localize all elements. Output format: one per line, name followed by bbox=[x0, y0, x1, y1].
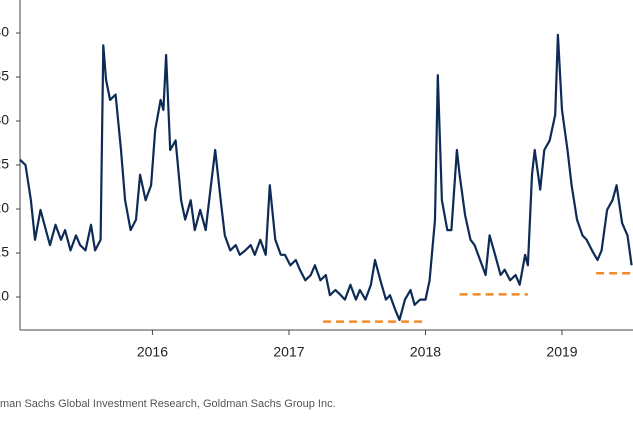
y-tick-label: 15 bbox=[0, 244, 9, 260]
series-line bbox=[19, 33, 633, 321]
x-tick-label: 2016 bbox=[137, 344, 168, 360]
y-tick-label: 10 bbox=[0, 288, 9, 304]
x-tick-label: 2017 bbox=[273, 344, 304, 360]
x-tick-label: 2018 bbox=[410, 344, 441, 360]
y-tick-label: 30 bbox=[0, 112, 9, 128]
source-note: man Sachs Global Investment Research, Go… bbox=[0, 398, 336, 410]
y-tick-label: 25 bbox=[0, 156, 9, 172]
x-tick-label: 2019 bbox=[546, 344, 577, 360]
y-tick-label: 35 bbox=[0, 68, 9, 84]
y-tick-label: 20 bbox=[0, 200, 9, 216]
y-tick-label: 40 bbox=[0, 24, 9, 40]
